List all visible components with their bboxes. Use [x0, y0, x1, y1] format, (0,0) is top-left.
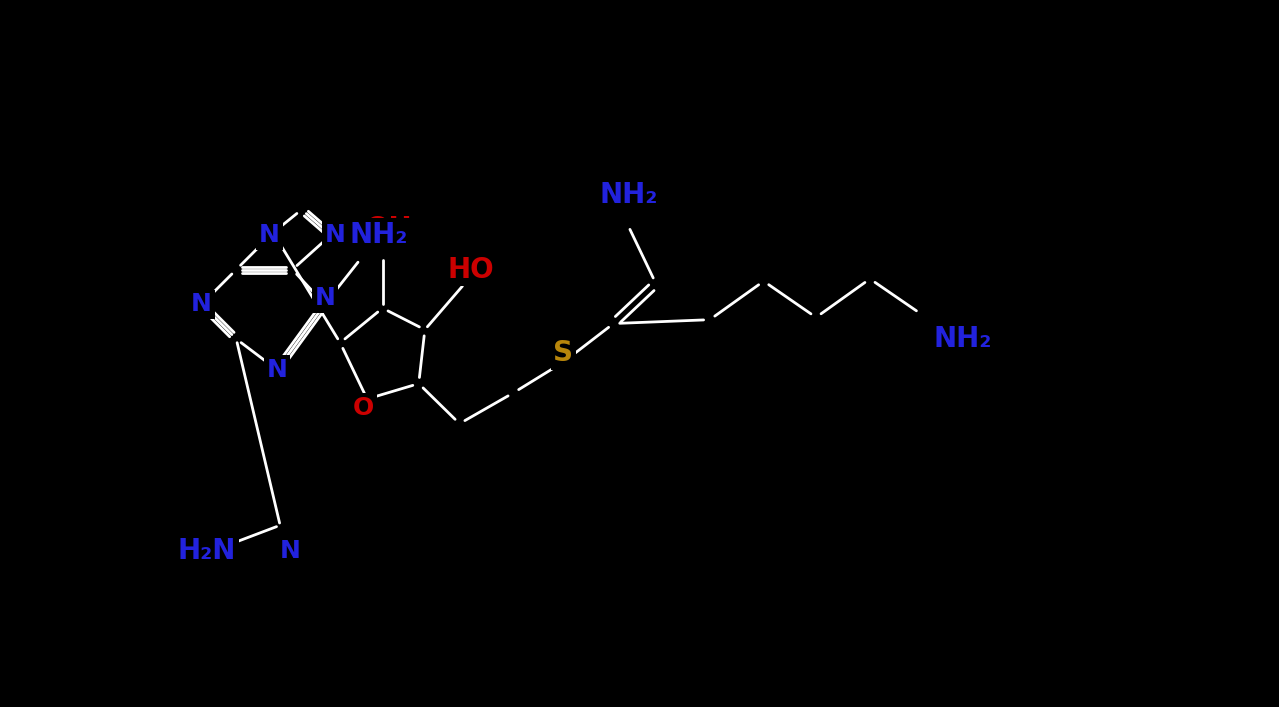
Text: NH₂: NH₂ — [934, 325, 991, 353]
Text: N: N — [315, 286, 335, 310]
Text: H₂N: H₂N — [178, 537, 237, 565]
Text: S: S — [554, 339, 573, 367]
Text: N: N — [266, 358, 288, 382]
Text: NH₂: NH₂ — [600, 181, 659, 209]
Text: HO: HO — [448, 256, 495, 284]
Text: O: O — [353, 396, 373, 420]
Text: N: N — [258, 223, 280, 247]
Text: N: N — [280, 539, 301, 563]
Text: NH₂: NH₂ — [349, 221, 408, 249]
Text: N: N — [191, 292, 212, 316]
Text: OH: OH — [366, 215, 412, 243]
Text: N: N — [325, 223, 347, 247]
